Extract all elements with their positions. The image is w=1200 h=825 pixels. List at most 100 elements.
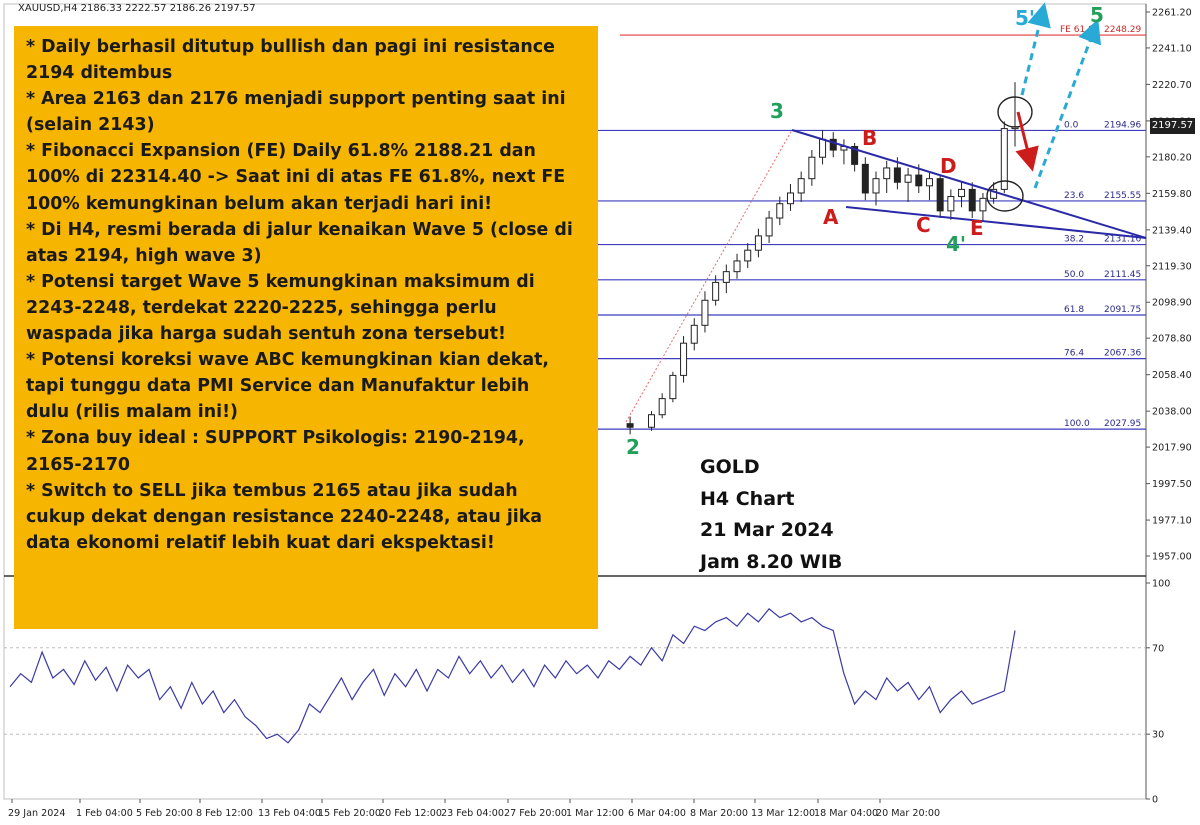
fe-level-price: 2248.29: [1104, 25, 1141, 35]
candle-body: [786, 192, 794, 205]
triangle-lower-line: [845, 206, 1147, 239]
note-line: cukup dekat dengan resistance 2240-2248,…: [26, 506, 543, 527]
price-axis-ticks: 2261.202241.102220.702200.302180.202159.…: [1146, 8, 1192, 563]
rsi-tick-label: 100: [1152, 579, 1170, 590]
note-line: * Fibonacci Expansion (FE) Daily 61.8% 2…: [26, 141, 536, 162]
rsi-axis-ticks: 100 70 30 0: [1146, 579, 1170, 806]
candle-body: [893, 167, 901, 183]
wave-label-d: D: [940, 154, 957, 178]
highlight-circle-breakout: [986, 180, 1024, 212]
price-tick-label: 2017.90: [1152, 443, 1192, 454]
current-price-tag: 2197.57: [1150, 118, 1195, 134]
note-line: 2194 ditembus: [26, 63, 173, 84]
fib-level-label: 23.6: [1064, 191, 1084, 201]
candle-body: [754, 235, 762, 251]
analysis-notes: * Daily berhasil ditutup bullish dan pag…: [14, 26, 598, 629]
time-tick-label: 1 Mar 12:00: [566, 808, 624, 819]
correction-arrow: [1015, 111, 1039, 172]
wave-label-e: E: [970, 216, 984, 240]
fe-level: FE 61.8 2248.29: [620, 25, 1146, 36]
price-tick-label: 2058.40: [1152, 370, 1192, 381]
rsi-tick-label: 70: [1152, 643, 1164, 654]
candle-body: [658, 398, 666, 416]
fib-level-label: 100.0: [1064, 419, 1090, 429]
fib-level-label: 0.0: [1064, 120, 1079, 130]
price-tick-label: 2139.40: [1152, 225, 1192, 236]
fib-level-price: 2131.16: [1104, 235, 1141, 245]
candle-body: [915, 174, 923, 187]
candle-body: [904, 174, 912, 183]
wave-label-2: 2: [626, 435, 640, 459]
candle-body: [808, 156, 816, 180]
note-line: (selain 2143): [26, 115, 155, 136]
time-tick-label: 1 Feb 04:00: [76, 808, 133, 819]
symbol-name: XAUUSD,H4: [18, 3, 78, 14]
time-tick-label: 6 Mar 04:00: [628, 808, 686, 819]
price-candles: [626, 82, 1019, 435]
fib-level-price: 2091.75: [1104, 305, 1141, 315]
note-line: 100% di 22314.40 -> Saat ini di atas FE …: [26, 167, 566, 188]
candle-body: [797, 178, 805, 194]
price-tick-label: 2159.80: [1152, 189, 1192, 200]
note-line: 100% kemungkinan belum akan terjadi hari…: [26, 193, 493, 214]
fib-level-label: 50.0: [1064, 270, 1084, 280]
note-line: atas 2194, high wave 3): [26, 245, 262, 266]
price-tick-label: 2119.30: [1152, 261, 1192, 272]
candle-body: [744, 249, 752, 262]
candle-body: [765, 217, 773, 237]
note-line: dulu (rilis malam ini!): [26, 402, 238, 423]
time-tick-label: 15 Feb 20:00: [318, 808, 381, 819]
price-tick-label: 2180.20: [1152, 152, 1192, 163]
candle-body: [647, 414, 655, 428]
note-line: waspada jika harga sudah sentuh zona ter…: [26, 324, 506, 345]
wave-label-b: B: [862, 126, 877, 150]
target-arrow-5-prime: [1020, 2, 1051, 96]
fe-level-label: FE 61.8: [1060, 25, 1094, 35]
candle-body: [829, 138, 837, 151]
note-line: * Daily berhasil ditutup bullish dan pag…: [26, 37, 555, 57]
rsi-guides: [4, 647, 1146, 735]
wave-label-4-prime: 4': [946, 232, 966, 256]
note-line: 2165-2170: [26, 454, 131, 475]
fib-level-price: 2067.36: [1104, 349, 1141, 359]
highlight-circle-top: [997, 96, 1033, 128]
candle-body: [701, 299, 709, 326]
time-tick-label: 20 Feb 12:00: [379, 808, 442, 819]
time-tick-label: 20 Mar 20:00: [876, 808, 940, 819]
candle-body: [819, 138, 827, 158]
note-line: * Di H4, resmi berada di jalur kenaikan …: [26, 219, 573, 240]
price-tick-label: 1997.50: [1152, 479, 1192, 490]
fib-level-price: 2194.96: [1104, 120, 1141, 130]
candle-body: [947, 196, 955, 212]
time-tick-label: 29 Jan 2024: [8, 808, 66, 819]
candle-body: [669, 374, 677, 400]
time-tick-label: 18 Mar 04:00: [814, 808, 878, 819]
caption-date: 21 Mar 2024: [700, 519, 834, 541]
price-tick-label: 2078.80: [1152, 334, 1192, 345]
note-line: tapi tunggu data PMI Service dan Manufak…: [26, 376, 530, 397]
rsi-line: [9, 608, 1016, 744]
time-tick-label: 23 Feb 04:00: [441, 808, 504, 819]
candle-body: [861, 163, 869, 194]
candle-body: [883, 167, 891, 180]
candle-body: [936, 178, 944, 212]
wave-label-c: C: [916, 213, 931, 237]
candle-body: [733, 260, 741, 273]
candle-body: [626, 423, 634, 428]
time-tick-label: 8 Feb 12:00: [196, 808, 253, 819]
target-arrow-5: [1033, 18, 1102, 189]
candle-body: [990, 188, 998, 199]
price-tick-label: 2261.20: [1152, 8, 1192, 19]
fib-level-label: 76.4: [1064, 349, 1084, 359]
candle-body: [690, 324, 698, 344]
fib-level-label: 61.8: [1064, 305, 1084, 315]
caption-symbol: GOLD: [700, 456, 760, 478]
time-tick-label: 5 Feb 20:00: [136, 808, 193, 819]
candle-body: [712, 281, 720, 301]
triangle-upper-line: [791, 129, 1147, 239]
chart-caption: GOLD H4 Chart 21 Mar 2024 Jam 8.20 WIB: [700, 452, 842, 578]
note-line: * Potensi koreksi wave ABC kemungkinan k…: [26, 350, 550, 371]
wave-label-5-prime: 5': [1015, 6, 1035, 30]
rsi-tick-label: 0: [1152, 795, 1158, 806]
note-line: * Area 2163 dan 2176 menjadi support pen…: [26, 89, 566, 110]
